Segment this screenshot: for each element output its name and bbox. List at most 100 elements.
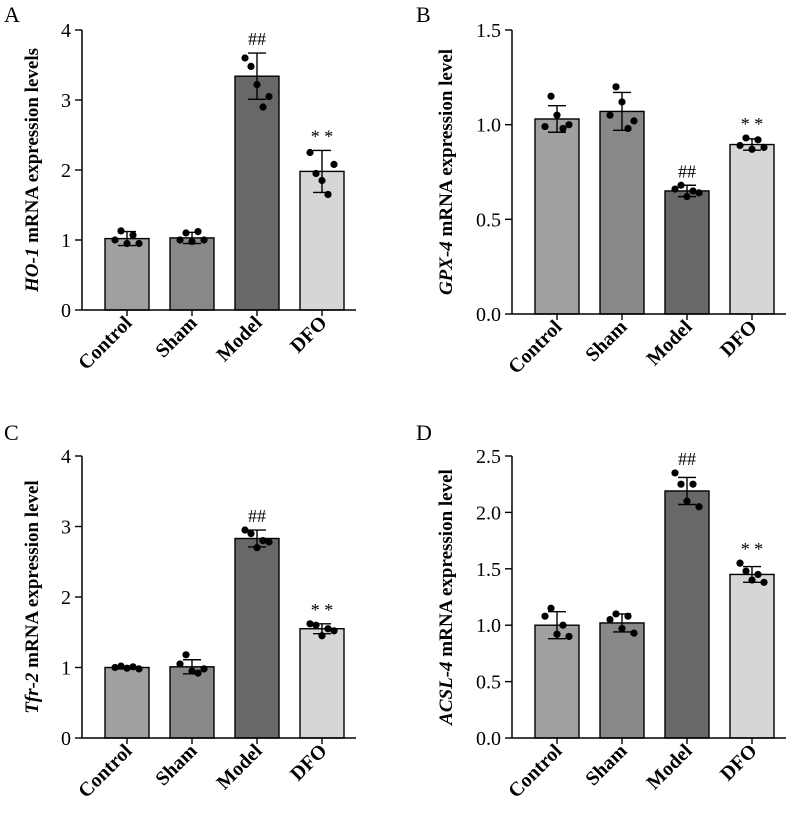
data-point: [683, 193, 691, 201]
bar-dfo: [299, 628, 345, 739]
y-tick-label: 1: [61, 230, 71, 252]
data-point: [123, 239, 131, 248]
data-point: [677, 181, 685, 189]
data-point: [541, 612, 549, 620]
data-point: [553, 111, 561, 119]
significance-label: ##: [678, 449, 696, 469]
chart-panel-b: Control Sham ## Model * * DFO 0.0 0.5 1.0 1.5 GPX-…: [436, 20, 786, 378]
data-point: [265, 92, 273, 101]
data-point: [748, 576, 756, 584]
significance-label: * *: [741, 539, 764, 559]
data-point: [318, 632, 326, 640]
data-point: [188, 237, 196, 245]
data-point: [265, 538, 273, 546]
data-point: [259, 103, 267, 111]
y-axis-title: Tfr-2 mRNA expression level: [22, 480, 43, 713]
bar-control: [534, 118, 580, 315]
bar-dfo: [729, 573, 775, 739]
y-axis-title: ACSL-4 mRNA expression level: [436, 469, 457, 726]
data-point: [194, 669, 202, 677]
data-point: [182, 229, 190, 237]
y-tick-label: 2: [61, 587, 71, 609]
significance-label: ##: [678, 161, 696, 181]
data-point: [176, 236, 184, 244]
data-point: [247, 529, 255, 538]
y-tick-label: 3: [61, 90, 71, 112]
data-point: [188, 667, 196, 675]
y-tick-label: 0.5: [476, 672, 501, 694]
y-axis-title-rest: mRNA expression level: [436, 469, 457, 661]
category-label: Control: [504, 740, 567, 803]
y-tick-label: 0: [61, 300, 71, 322]
data-point: [565, 121, 573, 129]
data-point: [677, 480, 685, 488]
data-point: [612, 610, 620, 618]
bar-dfo: [299, 170, 345, 311]
bar-sham: [169, 666, 215, 739]
y-tick-label: 2: [61, 160, 71, 182]
y-axis-title-rest: mRNA expression levels: [22, 48, 43, 248]
bar-model: [234, 537, 280, 739]
data-point: [565, 632, 573, 641]
data-point: [123, 664, 131, 672]
bar-sham: [169, 237, 215, 311]
significance-label: ##: [248, 506, 266, 526]
category-label: Control: [504, 316, 567, 379]
bar-sham: [599, 110, 645, 315]
category-label: Sham: [581, 316, 631, 366]
data-point: [541, 122, 549, 131]
data-point: [742, 567, 750, 575]
data-point: [630, 629, 638, 637]
data-point: [247, 62, 255, 70]
data-point: [111, 236, 119, 244]
significance-label: * *: [741, 114, 764, 134]
data-point: [117, 662, 125, 670]
data-point: [559, 124, 567, 133]
data-point: [553, 630, 561, 638]
category-label: Control: [74, 312, 137, 375]
data-point: [200, 665, 208, 673]
y-tick-label: 2.5: [476, 446, 501, 468]
data-point: [176, 660, 184, 668]
y-tick-label: 0.0: [476, 304, 501, 326]
data-point: [630, 117, 638, 125]
data-point: [259, 537, 267, 545]
data-point: [748, 145, 756, 153]
data-point: [606, 111, 614, 119]
data-point: [736, 141, 744, 150]
data-point: [618, 98, 626, 106]
data-point: [318, 176, 326, 185]
data-point: [624, 612, 632, 620]
data-point: [200, 236, 208, 244]
y-tick-label: 1.5: [476, 559, 501, 581]
category-label: Control: [74, 740, 137, 803]
data-point: [253, 81, 261, 89]
y-axis-title-gene: HO-1: [22, 248, 43, 293]
bar-model: [664, 190, 710, 315]
data-point: [129, 231, 137, 239]
data-point: [194, 228, 202, 236]
bar-sham: [599, 622, 645, 739]
data-point: [135, 665, 143, 673]
data-point: [330, 160, 338, 168]
y-tick-label: 1.0: [476, 615, 501, 637]
data-point: [695, 503, 703, 511]
data-point: [324, 190, 332, 199]
data-point: [111, 663, 119, 672]
data-point: [671, 185, 679, 193]
y-tick-label: 2.0: [476, 502, 501, 524]
chart-panel-c: Control Sham ## Model * * DFO 0 1 2 3 4 Tfr-2 mRNA …: [22, 446, 356, 802]
panel-letter-d: D: [416, 420, 432, 445]
bar-model: [234, 75, 280, 311]
category-label: Model: [642, 316, 696, 370]
y-axis-title-gene: ACSL-4: [436, 661, 457, 725]
data-point: [253, 544, 261, 552]
chart-panel-d: Control Sham ## Model * * DFO 0.0 0.5 1.0 1.5 2.0 2…: [436, 446, 786, 802]
data-point: [324, 625, 332, 633]
y-tick-label: 1.5: [476, 20, 501, 42]
y-axis-title-rest: mRNA expression level: [22, 480, 43, 672]
category-label: Sham: [581, 740, 631, 790]
data-point: [330, 627, 338, 635]
bar-model: [664, 490, 710, 739]
data-point: [754, 570, 762, 579]
